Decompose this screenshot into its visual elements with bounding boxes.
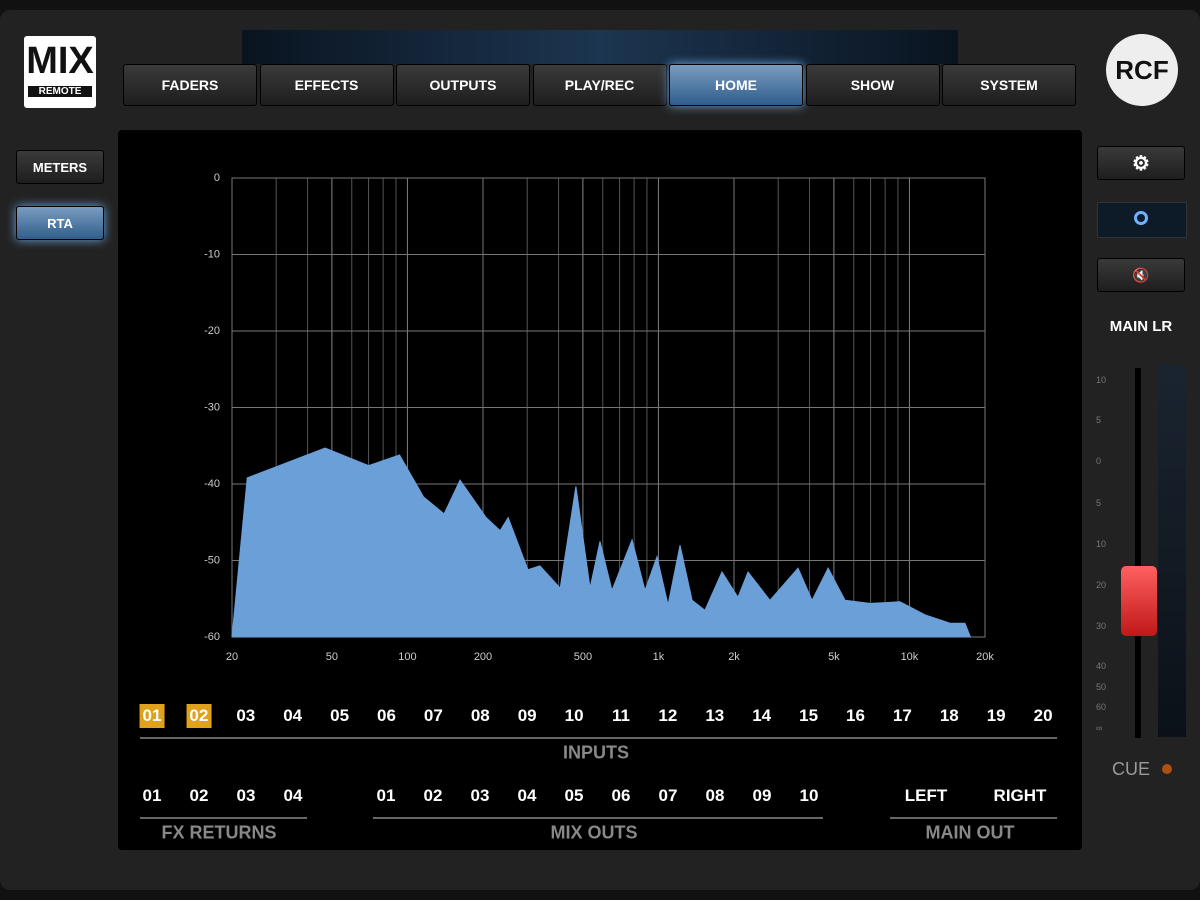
- y-tick-label: -30: [204, 401, 220, 413]
- channel[interactable]: 04: [517, 786, 537, 805]
- input-channel[interactable]: 18: [939, 706, 959, 725]
- channel[interactable]: 07: [658, 786, 678, 805]
- x-tick-label: 5k: [828, 651, 840, 663]
- x-tick-label: 100: [398, 651, 416, 663]
- y-tick-label: -40: [204, 478, 220, 490]
- mute-button[interactable]: 🔇: [1097, 258, 1185, 292]
- fader-scale-label: 0: [1096, 456, 1102, 466]
- x-tick-label: 200: [474, 651, 492, 663]
- x-tick-label: 2k: [728, 651, 740, 663]
- rta-chart: 0 -10 -20 -30 -40 -50 -60 20 50 100 200 500 1k 2k 5k 10…: [204, 172, 994, 663]
- spectrum-area: [231, 447, 972, 638]
- x-tick-label: 20: [226, 651, 238, 663]
- logo-subtitle: REMOTE: [28, 86, 92, 97]
- channel[interactable]: 01: [142, 786, 162, 805]
- meter: [1158, 365, 1186, 737]
- channel[interactable]: 01: [376, 786, 396, 805]
- input-channel[interactable]: 14: [752, 706, 772, 725]
- input-channel[interactable]: 03: [236, 706, 256, 725]
- x-tick-label: 1k: [653, 651, 665, 663]
- fader-scale-label: 40: [1096, 661, 1107, 671]
- settings-button[interactable]: ⚙: [1097, 146, 1185, 180]
- fader-scale-label: 5: [1096, 498, 1102, 508]
- x-tick-label: 10k: [901, 651, 919, 663]
- nav-tab[interactable]: EFFECTS: [259, 64, 394, 106]
- brand: RCF: [1106, 34, 1178, 106]
- group-rule: [373, 817, 823, 819]
- input-channel[interactable]: 09: [517, 706, 537, 725]
- input-channel[interactable]: 07: [423, 706, 443, 725]
- display: [242, 30, 958, 64]
- fader-scale-label: 5: [1096, 415, 1102, 425]
- channel[interactable]: 10: [799, 786, 819, 805]
- channel[interactable]: LEFT: [904, 786, 948, 805]
- input-channel[interactable]: 10: [564, 706, 584, 725]
- channel[interactable]: 02: [423, 786, 443, 805]
- channel[interactable]: 09: [752, 786, 772, 805]
- fader-track: [1135, 368, 1141, 738]
- group-label: MAIN OUT: [925, 822, 1015, 843]
- input-channel[interactable]: 08: [470, 706, 490, 725]
- fader-scale-label: 20: [1096, 580, 1107, 590]
- input-channel[interactable]: 02: [186, 704, 212, 728]
- nav-tab[interactable]: SHOW: [805, 64, 940, 106]
- fader-knob[interactable]: [1121, 566, 1157, 636]
- group-label: MIX OUTS: [550, 822, 638, 843]
- input-channel[interactable]: 01: [139, 704, 165, 728]
- group-rule: [890, 817, 1057, 819]
- nav-tab[interactable]: OUTPUTS: [396, 64, 530, 106]
- cue-label[interactable]: CUE: [1112, 759, 1151, 779]
- nav-tab[interactable]: PLAY/REC: [532, 64, 667, 106]
- channel[interactable]: 02: [189, 786, 209, 805]
- input-channel[interactable]: 06: [377, 706, 396, 725]
- logo-title: MIX: [26, 40, 94, 82]
- channel[interactable]: 06: [611, 786, 631, 805]
- nav-tab[interactable]: HOME: [669, 64, 803, 106]
- input-channel[interactable]: 04: [283, 706, 303, 725]
- input-channel[interactable]: 16: [846, 706, 865, 725]
- logo: MIX REMOTE: [24, 36, 96, 108]
- fader-scale-label: 30: [1096, 621, 1107, 631]
- y-tick-label: -60: [204, 631, 220, 643]
- input-channel[interactable]: 20: [1033, 706, 1053, 725]
- x-tick-label: 20k: [976, 651, 994, 663]
- channel[interactable]: 03: [470, 786, 490, 805]
- fader-scale-label: ∞: [1096, 723, 1103, 733]
- x-tick-label: 500: [574, 651, 592, 663]
- input-channel[interactable]: 11: [612, 706, 630, 725]
- input-channel[interactable]: 05: [330, 706, 350, 725]
- fader-scale-label: 50: [1096, 682, 1107, 692]
- input-channel[interactable]: 12: [658, 706, 678, 725]
- channel[interactable]: RIGHT: [993, 786, 1047, 805]
- input-channel[interactable]: 13: [705, 706, 725, 725]
- y-tick-label: -10: [204, 248, 220, 260]
- channel[interactable]: 03: [236, 786, 256, 805]
- group-label: INPUTS: [562, 742, 630, 763]
- group-rule: [140, 737, 1057, 739]
- cue-led: [1162, 764, 1172, 774]
- y-tick-label: -20: [204, 325, 220, 337]
- nav-tab[interactable]: FADERS: [123, 64, 257, 106]
- pan-control[interactable]: [1097, 202, 1187, 238]
- fader-scale-label: 10: [1096, 375, 1107, 385]
- fader-scale-label: 10: [1096, 539, 1107, 549]
- main-bus-label: MAIN LR: [1109, 318, 1173, 335]
- side-button[interactable]: METERS: [16, 150, 104, 184]
- y-tick-label: 0: [214, 172, 220, 184]
- y-tick-label: -50: [204, 554, 220, 566]
- input-channel[interactable]: 15: [799, 706, 819, 725]
- input-channel[interactable]: 17: [892, 706, 912, 725]
- group-label: FX RETURNS: [161, 822, 277, 843]
- x-tick-label: 50: [326, 651, 338, 663]
- side-button[interactable]: RTA: [16, 206, 104, 240]
- input-channel[interactable]: 19: [986, 706, 1006, 725]
- channel[interactable]: 04: [283, 786, 303, 805]
- fader-scale-label: 60: [1096, 702, 1107, 712]
- channel[interactable]: 08: [705, 786, 725, 805]
- group-rule: [140, 817, 307, 819]
- nav-tab[interactable]: SYSTEM: [942, 64, 1076, 106]
- channel[interactable]: 05: [564, 786, 584, 805]
